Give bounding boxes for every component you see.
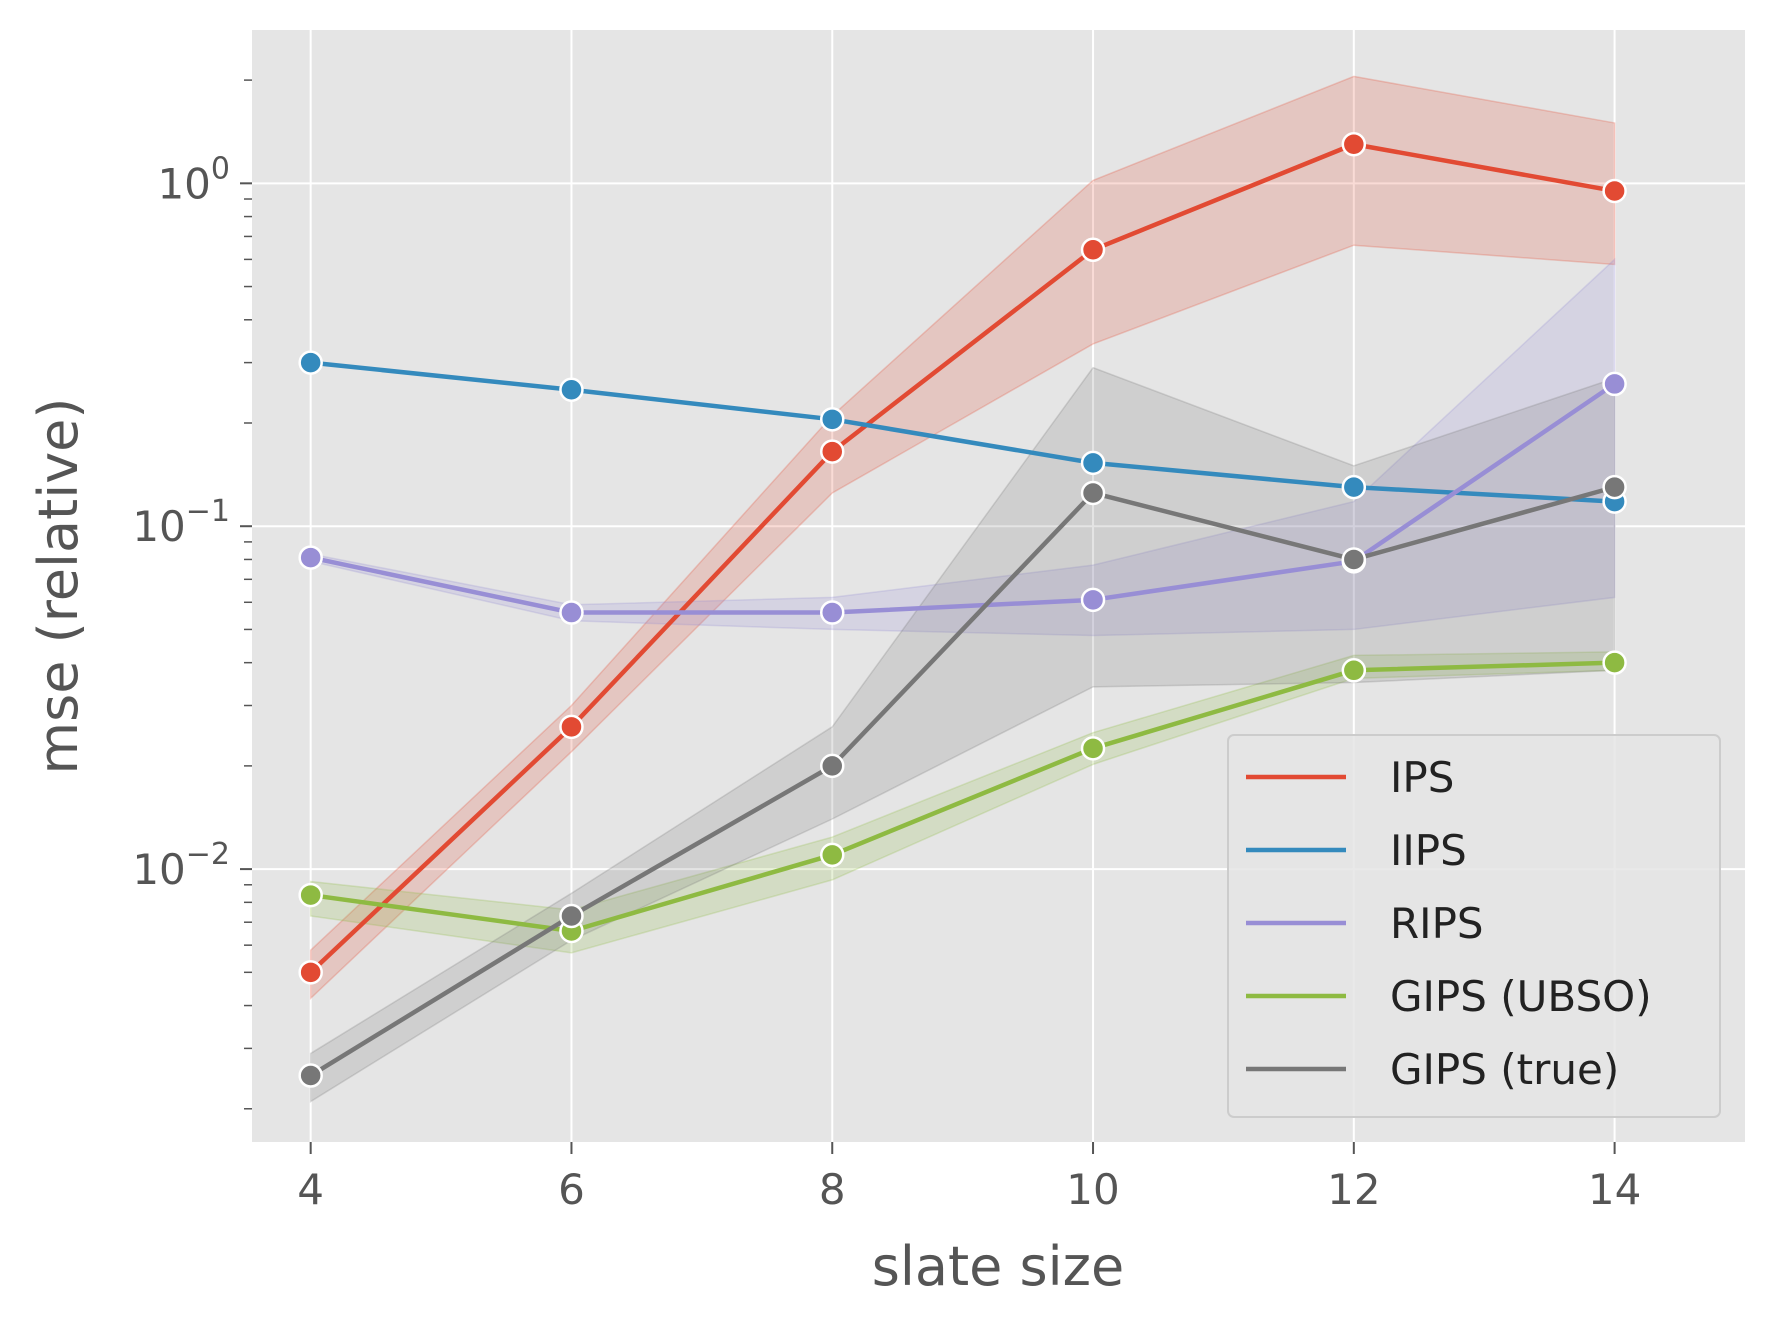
y-axis-label: mse (relative) [27,398,90,775]
point-rips [298,545,323,570]
point-gips-true [1080,480,1106,506]
line-rips [310,382,1616,615]
x-tick-label: 8 [819,1165,846,1214]
point-ips [298,960,323,985]
point-rips [1080,587,1106,613]
x-tick-label: 10 [1066,1165,1119,1214]
x-tick-label: 12 [1327,1165,1380,1214]
x-tick-label: 6 [558,1165,585,1214]
line-ips [309,142,1616,974]
point-iips [1341,474,1367,500]
legend-label: IIPS [1390,826,1467,875]
y-tick-label: 100 [157,151,230,208]
legend-label: IPS [1390,753,1454,802]
x-tick-label: 14 [1588,1165,1641,1214]
legend-box [1227,734,1721,1118]
x-tick-label: 4 [297,1165,324,1214]
point-gips-ubso [1341,658,1367,683]
point-gips-ubso [819,842,845,868]
point-gips-true [1341,547,1367,572]
point-gips-ubso [298,882,323,908]
y-tick-label: 10−2 [132,837,230,894]
point-gips-true [559,903,584,929]
point-iips [298,350,323,375]
y-tick-label: 10−1 [132,494,230,551]
y-tick-labels: 10−2 10−1 100 [132,151,252,894]
line-gips-true [309,484,1616,1078]
legend-label: GIPS (true) [1390,1045,1619,1094]
point-rips [1602,371,1627,397]
legend: IPS IIPS RIPS GIPS (UBSO) GIPS (true) [1227,734,1721,1118]
point-gips-ubso [1080,736,1106,761]
legend-label: RIPS [1390,899,1484,948]
x-axis-label: slate size [872,1235,1125,1298]
series-lines [309,142,1616,1078]
point-gips-ubso [1602,650,1627,675]
point-gips-true [298,1063,323,1088]
series-markers [298,132,1627,1088]
point-gips-true [819,753,845,779]
point-rips [559,600,584,625]
point-gips-true [1602,474,1627,500]
x-tick-labels: 4 6 8 10 12 14 [297,1142,1641,1214]
line-gips-ubso [310,660,1615,934]
line-iips [310,360,1615,504]
y-minor-ticks [244,79,252,1110]
point-ips [1080,237,1106,263]
point-iips [559,377,584,403]
point-iips [819,407,845,432]
point-ips [819,439,845,464]
point-ips [559,714,584,740]
legend-label: GIPS (UBSO) [1390,972,1652,1021]
point-rips [819,600,845,625]
point-ips [1602,178,1627,204]
point-ips [1341,132,1367,157]
point-iips [1080,450,1106,476]
